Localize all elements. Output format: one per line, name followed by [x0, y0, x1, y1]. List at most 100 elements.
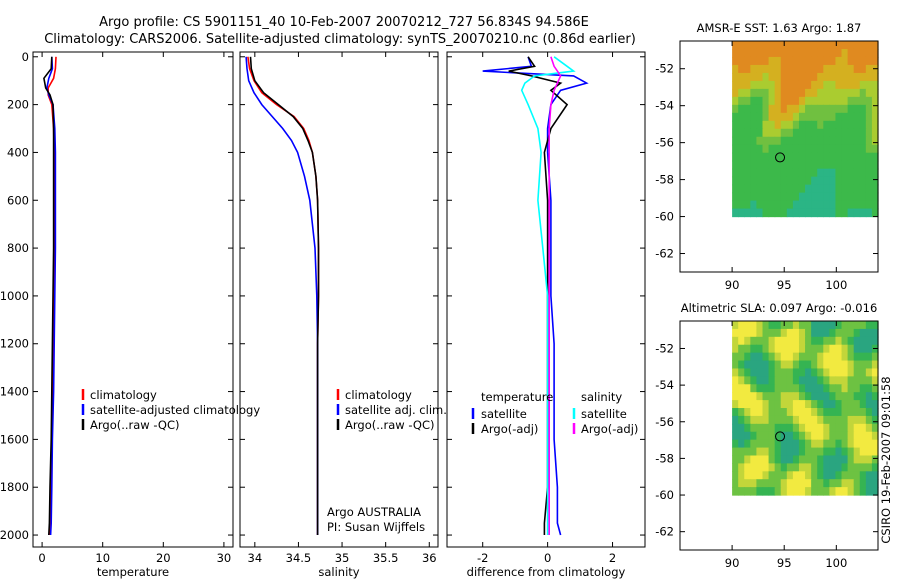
sla_map-heat-cell	[829, 336, 837, 346]
sla_map-heat-cell	[871, 408, 879, 417]
sla_map-heat-cell	[744, 471, 751, 480]
sla_map-heat-cell	[841, 471, 849, 480]
sla_map-heat-cell	[835, 328, 843, 338]
sst_map-heat-cell	[774, 48, 782, 58]
sst_map-heat-cell	[805, 96, 812, 106]
sla_map-heat-cell	[847, 408, 855, 417]
sst_map-heat-cell	[738, 176, 745, 186]
sla_map-heat-cell	[865, 336, 873, 346]
sst_map-heat-cell	[732, 41, 739, 50]
sst_map-heat-cell	[859, 152, 867, 162]
sst_map-heat-cell	[823, 48, 830, 58]
sla_map-heat-cell	[798, 487, 806, 496]
sla_map-heat-cell	[805, 447, 812, 457]
sst_map-heat-cell	[829, 72, 837, 82]
sla_map-heat-cell	[847, 447, 855, 457]
sla_map-heat-cell	[786, 423, 794, 433]
sla_map-heat-cell	[732, 431, 739, 441]
sst_map-heat-cell	[792, 64, 800, 74]
sla_map-heat-cell	[738, 447, 745, 457]
sla_map-heat-cell	[744, 360, 751, 370]
sst_map-heat-cell	[744, 120, 751, 130]
salinity-xtick-label: 34.5	[286, 551, 312, 565]
sst_map-heat-cell	[768, 128, 776, 138]
sst_map-heat-cell	[817, 56, 824, 66]
sst_map-heat-cell	[811, 64, 818, 74]
sst_map-heat-cell	[817, 208, 824, 218]
sla_map-heat-cell	[762, 431, 770, 441]
sla_map-heat-cell	[811, 384, 818, 393]
sla_map-heat-cell	[871, 463, 879, 472]
sst_map-heat-cell	[811, 152, 818, 162]
temperature-xtick-label: 30	[217, 551, 232, 565]
sst_map-heat-cell	[805, 128, 812, 138]
sla_map-heat-cell	[835, 400, 843, 409]
sla_map-heat-cell	[774, 447, 782, 457]
sst_map-heat-cell	[798, 208, 806, 218]
sst_map-heat-cell	[744, 80, 751, 90]
sla_map-heat-cell	[859, 439, 867, 449]
temperature-series-2	[43, 56, 55, 536]
sst_map-heat-cell	[835, 104, 843, 114]
sla_map-heat-cell	[811, 431, 818, 441]
sst_map-heat-cell	[756, 64, 764, 74]
sla_map-heat-field	[732, 321, 879, 496]
sst_map-heat-cell	[859, 160, 867, 170]
sla_map-heat-cell	[762, 400, 770, 409]
sst_map-heat-cell	[811, 144, 818, 154]
sst_map-heat-cell	[786, 120, 794, 130]
sst_map-heat-cell	[823, 160, 830, 170]
sst_map-heat-cell	[798, 176, 806, 186]
sla_map-heat-cell	[829, 400, 837, 409]
sst_map-heat-cell	[865, 176, 873, 186]
sla_map-heat-cell	[738, 455, 745, 464]
sst_map-heat-cell	[853, 168, 861, 178]
sla_map-heat-cell	[817, 336, 824, 346]
figure-title-line2: Climatology: CARS2006. Satellite-adjuste…	[44, 32, 636, 47]
sst_map-heat-cell	[786, 96, 794, 106]
sst_map-heat-cell	[798, 120, 806, 130]
sst_map-heat-cell	[792, 184, 800, 194]
sst_map-heat-cell	[871, 208, 879, 218]
sst_map-heat-cell	[835, 208, 843, 218]
sla_map-heat-cell	[750, 344, 758, 354]
sst_map-heat-cell	[853, 144, 861, 154]
sla_map-heat-cell	[829, 376, 837, 385]
sst_map-heat-cell	[817, 48, 824, 58]
sst_map-heat-cell	[768, 200, 776, 210]
sla_map-heat-cell	[805, 384, 812, 393]
sla_map-heat-cell	[865, 344, 873, 354]
sla_map-heat-cell	[744, 400, 751, 409]
sla_map-heat-cell	[823, 447, 830, 457]
sst_map-heat-cell	[853, 152, 861, 162]
sla_map-heat-cell	[798, 392, 806, 401]
sla_map-heat-cell	[817, 487, 824, 496]
sla_map-heat-cell	[835, 360, 843, 370]
sla_map-heat-cell	[756, 344, 764, 354]
sst_map-heat-cell	[835, 192, 843, 202]
sla_map-heat-cell	[768, 479, 776, 488]
difference-xtick-label: -2	[477, 551, 488, 565]
sst_map-heat-cell	[792, 112, 800, 122]
sla_map-heat-cell	[780, 415, 788, 425]
sst_map-heat-cell	[835, 80, 843, 90]
sla_map-heat-cell	[829, 384, 837, 393]
sst_map-heat-cell	[847, 192, 855, 202]
sst_map-heat-cell	[762, 152, 770, 162]
sst_map-heat-cell	[750, 152, 758, 162]
sst_map-heat-cell	[786, 152, 794, 162]
sst_map-heat-cell	[732, 192, 739, 202]
sla_map-heat-cell	[792, 392, 800, 401]
sst_map-heat-cell	[829, 144, 837, 154]
sla_map-heat-cell	[859, 431, 867, 441]
sla_map-heat-cell	[750, 352, 758, 362]
sst_map-heat-cell	[780, 120, 788, 130]
sst_map-heat-cell	[768, 56, 776, 66]
sst_map-heat-cell	[792, 128, 800, 138]
sst_map-heat-cell	[732, 184, 739, 194]
sla_map-ytick-label: -60	[655, 488, 674, 502]
sla_map-heat-cell	[853, 431, 861, 441]
sla_map-heat-cell	[841, 439, 849, 449]
sst_map-heat-cell	[847, 128, 855, 138]
sla_map-heat-cell	[865, 415, 873, 425]
